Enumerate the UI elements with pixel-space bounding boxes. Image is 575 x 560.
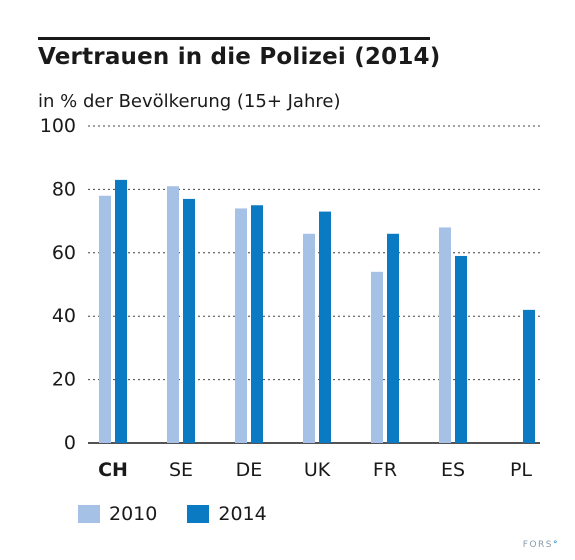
bar-uk-2010	[303, 233, 315, 443]
bar-de-2010	[235, 208, 247, 443]
x-tick-label-de: DE	[236, 459, 263, 481]
y-tick-label-0: 0	[64, 432, 76, 454]
bar-se-2010	[167, 186, 179, 444]
x-tick-label-pl: PL	[510, 459, 532, 481]
legend-swatch-2014	[187, 505, 210, 523]
y-tick-label-100: 100	[40, 115, 76, 137]
x-tick-label-es: ES	[441, 459, 465, 481]
bar-de-2014	[251, 205, 263, 443]
y-tick-label-20: 20	[52, 369, 76, 391]
bar-ch-2010	[99, 195, 111, 443]
brand-logo: FORS°	[522, 540, 559, 550]
chart-subtitle: in % der Bevölkerung (15+ Jahre)	[38, 91, 341, 112]
chart-title: Vertrauen in die Polizei (2014)	[38, 44, 441, 70]
legend-label-2014: 2014	[218, 503, 267, 525]
y-tick-label-80: 80	[52, 178, 76, 200]
legend-item-2014: 2014	[187, 503, 267, 525]
x-tick-label-fr: FR	[373, 459, 397, 481]
title-rule	[38, 37, 430, 40]
bar-es-2010	[439, 227, 451, 443]
x-tick-label-se: SE	[169, 459, 193, 481]
bar-fr-2014	[387, 233, 399, 443]
legend-swatch-2010	[78, 505, 100, 523]
x-tick-label-ch: CH	[98, 459, 128, 481]
bar-uk-2014	[319, 211, 331, 443]
bar-fr-2010	[371, 271, 383, 443]
legend: 2010 2014	[78, 503, 297, 525]
bar-es-2014	[455, 255, 467, 443]
legend-label-2010: 2010	[109, 503, 158, 525]
bar-se-2014	[183, 198, 195, 443]
legend-item-2010: 2010	[78, 503, 157, 525]
y-tick-label-40: 40	[52, 305, 76, 327]
x-tick-label-uk: UK	[304, 459, 331, 481]
bar-ch-2014	[115, 179, 127, 443]
y-tick-label-60: 60	[52, 242, 76, 264]
brand-text: FORS	[522, 540, 553, 550]
bar-pl-2014	[523, 309, 535, 443]
